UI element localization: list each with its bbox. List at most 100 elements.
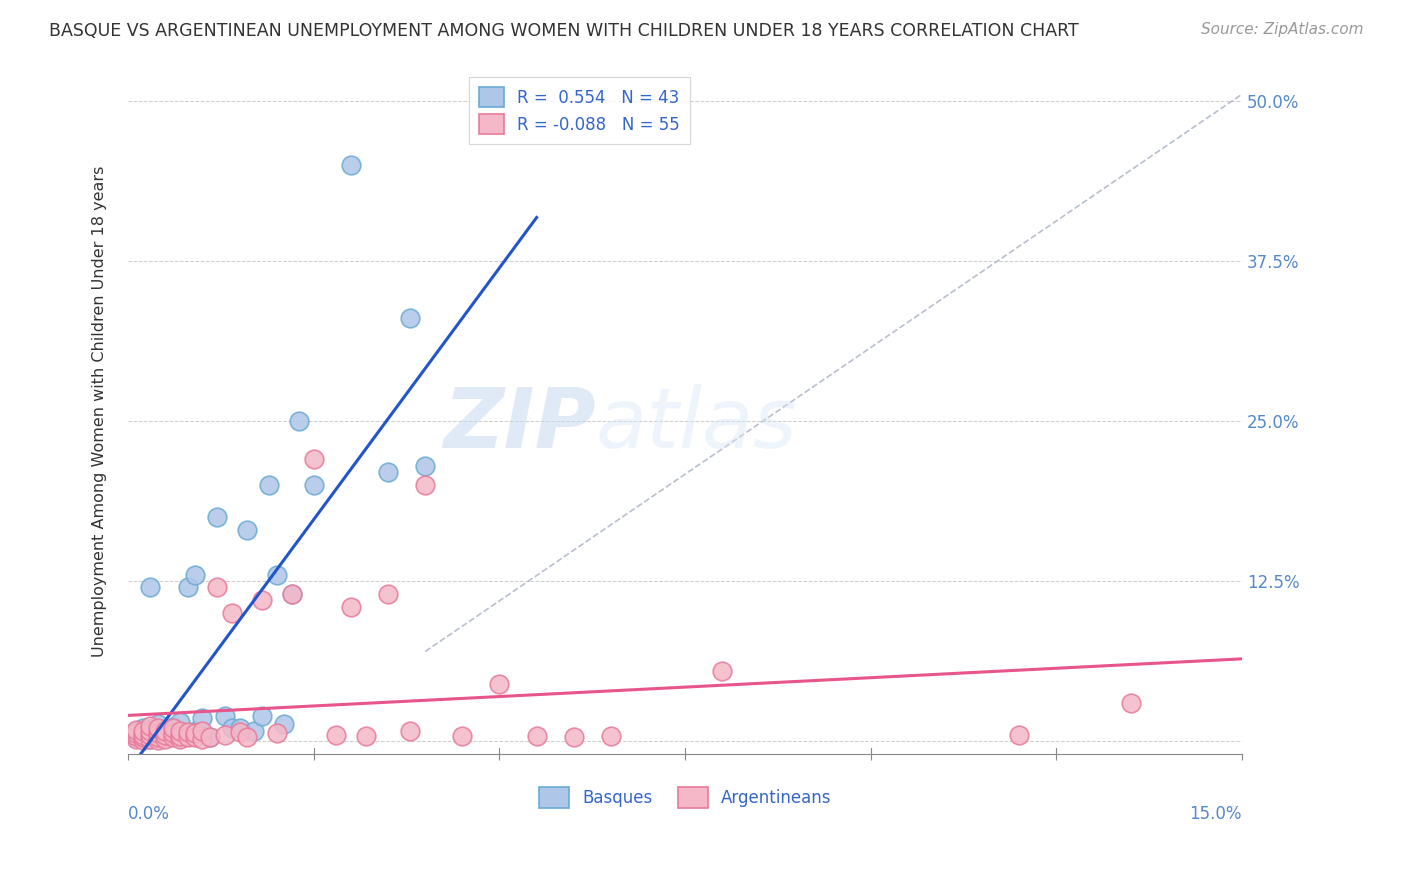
Point	[169, 714, 191, 729]
Point	[139, 581, 162, 595]
Text: Source: ZipAtlas.com: Source: ZipAtlas.com	[1201, 22, 1364, 37]
Point	[124, 731, 146, 745]
Point	[184, 567, 207, 582]
Point	[124, 729, 146, 743]
Point	[214, 728, 236, 742]
Text: 0.0%: 0.0%	[128, 805, 170, 823]
Point	[132, 726, 155, 740]
Point	[302, 452, 325, 467]
Point	[139, 725, 162, 739]
Text: atlas: atlas	[596, 384, 797, 466]
Point	[132, 722, 155, 736]
Point	[399, 723, 422, 738]
Point	[228, 722, 250, 736]
Point	[162, 731, 184, 745]
Text: 15.0%: 15.0%	[1189, 805, 1241, 823]
Point	[1119, 696, 1142, 710]
Point	[176, 725, 198, 739]
Point	[214, 708, 236, 723]
Point	[250, 708, 273, 723]
Point	[266, 567, 288, 582]
Point	[288, 414, 311, 428]
Point	[176, 731, 198, 745]
Point	[221, 606, 243, 620]
Point	[236, 523, 259, 537]
Point	[132, 731, 155, 745]
Point	[413, 458, 436, 473]
Point	[236, 731, 259, 745]
Point	[184, 726, 207, 740]
Point	[207, 581, 229, 595]
Point	[207, 510, 229, 524]
Point	[451, 729, 474, 743]
Point	[132, 732, 155, 747]
Text: ZIP: ZIP	[443, 384, 596, 466]
Point	[124, 723, 146, 737]
Point	[132, 728, 155, 742]
Point	[176, 581, 198, 595]
Point	[526, 729, 548, 743]
Point	[354, 729, 377, 743]
Point	[146, 717, 169, 731]
Point	[139, 731, 162, 746]
Point	[228, 725, 250, 739]
Point	[191, 711, 214, 725]
Point	[562, 731, 585, 745]
Point	[273, 717, 295, 731]
Point	[711, 664, 734, 678]
Point	[124, 731, 146, 746]
Point	[191, 731, 214, 746]
Point	[266, 726, 288, 740]
Point	[139, 723, 162, 738]
Point	[139, 719, 162, 733]
Point	[169, 725, 191, 739]
Legend: Basques, Argentineans: Basques, Argentineans	[533, 780, 838, 814]
Point	[176, 728, 198, 742]
Point	[162, 722, 184, 736]
Point	[243, 723, 266, 738]
Point	[169, 731, 191, 746]
Point	[191, 723, 214, 738]
Text: BASQUE VS ARGENTINEAN UNEMPLOYMENT AMONG WOMEN WITH CHILDREN UNDER 18 YEARS CORR: BASQUE VS ARGENTINEAN UNEMPLOYMENT AMONG…	[49, 22, 1078, 40]
Point	[146, 723, 169, 737]
Point	[198, 731, 221, 745]
Point	[146, 732, 169, 747]
Point	[155, 731, 177, 745]
Point	[169, 729, 191, 743]
Point	[155, 723, 177, 738]
Point	[132, 723, 155, 738]
Point	[162, 728, 184, 742]
Point	[155, 731, 177, 746]
Point	[413, 478, 436, 492]
Point	[377, 465, 399, 479]
Y-axis label: Unemployment Among Women with Children Under 18 years: Unemployment Among Women with Children U…	[93, 166, 107, 657]
Point	[184, 723, 207, 738]
Point	[146, 726, 169, 740]
Point	[146, 722, 169, 736]
Point	[377, 587, 399, 601]
Point	[162, 726, 184, 740]
Point	[139, 731, 162, 746]
Point	[340, 158, 363, 172]
Point	[221, 722, 243, 736]
Point	[124, 726, 146, 740]
Point	[162, 720, 184, 734]
Point	[146, 729, 169, 743]
Point	[198, 731, 221, 745]
Point	[146, 731, 169, 745]
Point	[399, 311, 422, 326]
Point	[184, 731, 207, 745]
Point	[155, 723, 177, 738]
Point	[169, 731, 191, 745]
Point	[155, 728, 177, 742]
Point	[259, 478, 281, 492]
Point	[191, 726, 214, 740]
Point	[124, 723, 146, 738]
Point	[599, 729, 621, 743]
Point	[132, 731, 155, 745]
Point	[280, 587, 302, 601]
Point	[302, 478, 325, 492]
Point	[124, 728, 146, 742]
Point	[340, 599, 363, 614]
Point	[139, 728, 162, 742]
